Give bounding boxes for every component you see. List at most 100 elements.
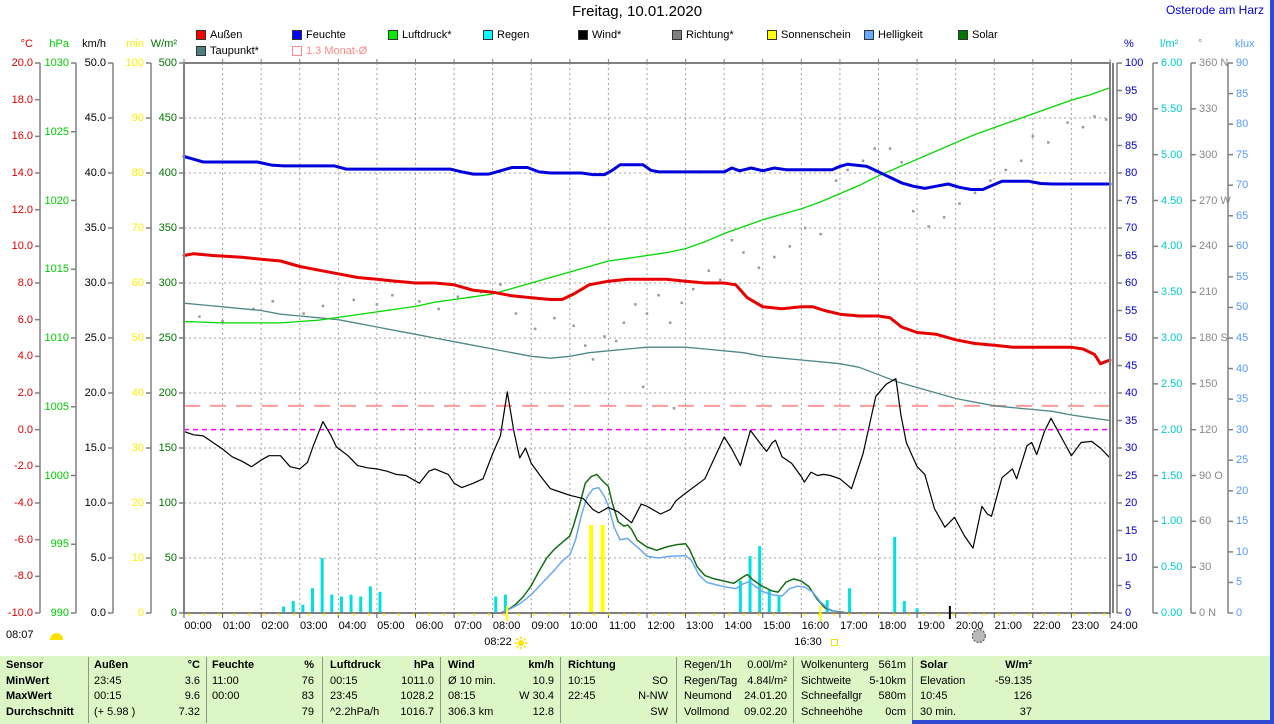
axis-tick-label-solar: 300: [158, 277, 177, 289]
axis-tick-label-temp: 8.0: [17, 277, 33, 289]
legend-item-wind: Wind*: [578, 29, 621, 41]
table-cell-value: 10.9: [532, 674, 554, 687]
table-cell-label: Feuchte: [212, 659, 255, 671]
table-row: Solar W/m²: [920, 658, 1032, 674]
direction-dot: [707, 269, 710, 273]
direction-dot: [418, 300, 421, 303]
direction-dot: [514, 312, 518, 315]
table-cell-label: Schneehöhe: [801, 705, 863, 718]
x-axis-label: 07:00: [454, 620, 482, 632]
axis-tick-label-rain: 5.00: [1161, 148, 1183, 161]
axis-tick-label-wind: 25.0: [84, 332, 106, 344]
axis-tick-label-hum: 70: [1125, 222, 1138, 234]
axis-tick-label-wind: 40.0: [84, 167, 106, 179]
x-axis-label: 04:00: [338, 620, 367, 632]
table-column-sensor: Sensor MinWert MaxWert Durchschnitt: [6, 658, 84, 720]
table-cell-label: 306.3 km: [448, 705, 494, 718]
table-divider: [560, 657, 561, 723]
table-row: ^2.2hPa/h 1016.7: [330, 705, 434, 721]
sunset-square-icon: [831, 639, 838, 646]
rain-bar: [301, 604, 305, 613]
table-cell-value: 561m: [878, 659, 906, 671]
table-cell-label: Durchschnitt: [6, 705, 74, 718]
legend-item-helligkeit: Helligkeit: [864, 29, 923, 41]
direction-dot: [861, 159, 865, 163]
axis-tick-label-rain: 2.50: [1161, 377, 1183, 390]
axis-tick-label-hum: 5: [1125, 579, 1132, 592]
rain-bar: [320, 558, 324, 613]
legend-item-luftdruck: Luftdruck*: [388, 29, 452, 41]
legend-item-sonnenschein: Sonnenschein: [767, 29, 851, 41]
direction-dot: [692, 287, 695, 291]
axis-tick-label-rain: 5.50: [1161, 102, 1183, 115]
direction-dot: [719, 278, 722, 282]
direction-dot: [788, 245, 792, 248]
axis-tick-label-klux: 25: [1236, 454, 1249, 467]
series-line-solar: [183, 473, 1111, 614]
axis-tick-label-wind: 45.0: [84, 112, 106, 124]
table-cell-label: 10:45: [920, 690, 948, 702]
axis-tick-label-rain: 3.00: [1161, 332, 1183, 344]
bottom-left-time-label: 08:07: [6, 629, 34, 641]
table-cell-value: 1011.0: [401, 674, 434, 687]
direction-dot: [533, 327, 537, 331]
axis-tick-label-hum: 15: [1125, 524, 1138, 537]
legend-item-taupunkt: Taupunkt*: [196, 45, 259, 57]
axis-tick-label-klux: 60: [1236, 240, 1249, 253]
sunshine-bar: [600, 525, 605, 613]
direction-dot: [927, 225, 930, 228]
axis-unit-hum: %: [1124, 38, 1134, 50]
axis-tick-label-wind: 35.0: [84, 222, 106, 234]
x-axis-label: 08:00: [492, 620, 521, 632]
wind-legend-label: Wind*: [592, 29, 622, 41]
feuchte-legend-label: Feuchte: [306, 29, 346, 41]
axis-tick-label-pressure: 995: [50, 538, 69, 551]
direction-dot: [773, 255, 776, 259]
axis-tick-label-solar: 0: [170, 607, 177, 619]
table-cell-value: hPa: [413, 659, 434, 671]
series-line-taupunkt: [183, 302, 1111, 422]
window-border-right: [1270, 0, 1274, 724]
direction-dot: [645, 312, 649, 315]
direction-dot: [973, 191, 977, 195]
axis-tick-label-hum: 60: [1125, 277, 1138, 289]
axis-tick-label-temp: 2.0: [17, 387, 33, 399]
wind-legend-swatch: [578, 30, 588, 40]
axis-tick-label-sun: 80: [131, 167, 144, 179]
table-row: Regen/Tag 4.84l/m²: [684, 674, 787, 690]
legend-item-monatsmittel: 1.3 Monat-Ø: [292, 45, 367, 57]
table-cell-label: Wolkenunterg: [801, 659, 869, 671]
axis-tick-label-klux: 35: [1236, 393, 1249, 406]
table-cell-label: 11:00: [212, 674, 239, 687]
axis-tick-label-temp: 0.0: [17, 423, 33, 436]
direction-dot: [680, 301, 683, 305]
axis-tick-label-klux: 90: [1236, 57, 1249, 69]
station-name: Osterode am Harz: [1165, 3, 1264, 17]
x-axis-label: 14:00: [724, 620, 752, 632]
axis-tick-label-sun: 90: [131, 112, 144, 124]
table-row: SW: [568, 705, 668, 721]
x-axis-label: 21:00: [994, 620, 1023, 632]
table-row: Wind km/h: [448, 658, 554, 674]
axis-tick-label-dir: 60: [1199, 515, 1212, 528]
axis-tick-label-hum: 40: [1125, 387, 1138, 399]
sun-ray: [523, 645, 527, 649]
axis-tick-label-hum: 45: [1125, 359, 1138, 372]
table-cell-value: 7.32: [178, 705, 200, 718]
axis-tick-label-rain: 4.50: [1161, 194, 1183, 207]
axis-tick-label-hum: 85: [1125, 139, 1138, 152]
table-column-wind: Wind km/h Ø 10 min. 10.9 08:15 W 30.4 306.3 km…: [448, 658, 554, 720]
axis-tick-label-temp: 6.0: [17, 313, 33, 326]
table-cell-value: 0cm: [885, 705, 906, 718]
axis-tick-label-temp: -8.0: [14, 570, 33, 583]
table-cell-label: 00:00: [212, 690, 240, 702]
direction-dot: [321, 304, 325, 308]
luftdruck-legend-swatch: [388, 30, 398, 40]
axis-tick-label-solar: 50: [164, 552, 177, 564]
table-cell-value: 1016.7: [400, 705, 434, 718]
axis-tick-label-wind: 30.0: [84, 277, 106, 289]
richtung-legend-label: Richtung*: [686, 29, 734, 41]
table-column-luftdruck: Luftdruck hPa 00:15 1011.0 23:45 1028.2 ^2.2hP…: [330, 658, 434, 720]
x-axis-label: 06:00: [415, 620, 444, 632]
taupunkt-legend-label: Taupunkt*: [210, 45, 259, 57]
